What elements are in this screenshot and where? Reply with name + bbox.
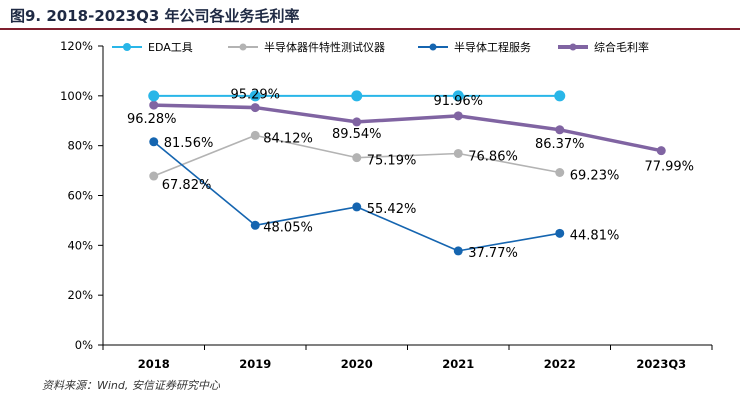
y-tick-label: 40% bbox=[67, 238, 93, 252]
legend-label: 半导体工程服务 bbox=[454, 40, 531, 54]
data-point bbox=[149, 171, 159, 181]
y-tick-label: 120% bbox=[60, 39, 93, 53]
x-tick-label: 2020 bbox=[341, 357, 373, 371]
data-point bbox=[555, 168, 565, 178]
legend-marker bbox=[239, 43, 247, 51]
y-tick-label: 80% bbox=[67, 139, 93, 153]
data-label: 86.37% bbox=[535, 137, 585, 152]
y-tick-label: 20% bbox=[67, 288, 93, 302]
source-note: 资料来源：Wind, 安信证券研究中心 bbox=[42, 379, 220, 392]
y-tick-label: 60% bbox=[67, 189, 93, 203]
data-label: 89.54% bbox=[332, 127, 382, 142]
data-point bbox=[656, 146, 666, 156]
axes: 0% 20% 40% 60% 80% 100% 120% 2018 2019 2020 2021 20… bbox=[60, 39, 713, 371]
data-label: 76.86% bbox=[468, 149, 518, 164]
chart-area: 0% 20% 40% 60% 80% 100% 120% 2018 2019 2020 2021 20… bbox=[0, 30, 740, 372]
data-label: 48.05% bbox=[263, 220, 313, 235]
x-tick-label: 2019 bbox=[239, 357, 271, 371]
legend-marker bbox=[429, 43, 437, 51]
y-tick-label: 0% bbox=[75, 338, 93, 352]
series-lines bbox=[148, 90, 666, 256]
title-divider bbox=[0, 28, 740, 30]
legend: EDA工具 半导体器件特性测试仪器 半导体工程服务 综合毛利率 bbox=[112, 40, 649, 54]
data-label: 91.96% bbox=[433, 94, 483, 109]
data-point bbox=[555, 228, 565, 238]
data-label: 55.42% bbox=[367, 202, 417, 217]
data-point bbox=[249, 90, 261, 102]
data-label: 84.12% bbox=[263, 131, 313, 146]
legend-marker bbox=[569, 43, 577, 51]
data-label: 37.77% bbox=[468, 246, 518, 261]
legend-label: 半导体器件特性测试仪器 bbox=[264, 40, 385, 54]
data-label: 69.23% bbox=[570, 169, 620, 184]
x-tick-label: 2022 bbox=[544, 357, 576, 371]
data-point bbox=[149, 137, 159, 147]
data-label: 67.82% bbox=[162, 178, 212, 193]
data-point bbox=[250, 220, 260, 230]
series-line bbox=[153, 103, 662, 153]
data-point bbox=[555, 125, 565, 135]
data-label: 96.28% bbox=[127, 112, 177, 127]
data-point bbox=[352, 153, 362, 163]
data-point bbox=[250, 130, 260, 140]
data-point bbox=[148, 90, 160, 102]
data-point bbox=[149, 100, 159, 110]
x-tick-label: 2021 bbox=[442, 357, 474, 371]
legend-marker bbox=[123, 43, 131, 51]
data-label: 44.81% bbox=[570, 228, 620, 243]
legend-label: EDA工具 bbox=[148, 41, 193, 54]
data-label: 81.56% bbox=[164, 136, 214, 151]
x-tick-label: 2018 bbox=[138, 357, 170, 371]
data-point bbox=[453, 148, 463, 158]
data-point bbox=[452, 90, 464, 102]
data-point bbox=[453, 246, 463, 256]
data-point bbox=[250, 103, 260, 113]
figure-header: 图9. 2018-2023Q3 年公司各业务毛利率 bbox=[0, 0, 740, 30]
line-chart: 0% 20% 40% 60% 80% 100% 120% 2018 2019 2020 2021 20… bbox=[60, 39, 713, 371]
data-point bbox=[351, 90, 363, 102]
data-point bbox=[554, 90, 566, 102]
data-label: 75.19% bbox=[367, 154, 417, 169]
data-label: 95.29% bbox=[230, 88, 280, 103]
chart-title: 图9. 2018-2023Q3 年公司各业务毛利率 bbox=[10, 7, 300, 25]
legend-label: 综合毛利率 bbox=[594, 40, 649, 54]
data-point bbox=[453, 111, 463, 121]
data-label: 77.99% bbox=[644, 160, 694, 175]
data-point bbox=[352, 117, 362, 127]
y-tick-label: 100% bbox=[60, 89, 93, 103]
x-tick-label: 2023Q3 bbox=[636, 357, 686, 371]
data-point bbox=[352, 202, 362, 212]
data-labels: 67.82% 84.12% 75.19% 76.86% 69.23% 81.56% 48.0… bbox=[127, 88, 694, 261]
